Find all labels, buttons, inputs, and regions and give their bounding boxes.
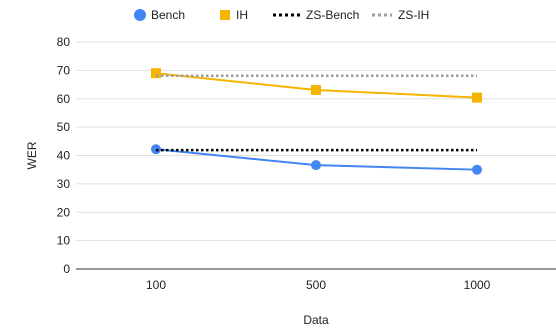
legend-item: ZS-IH <box>372 8 429 22</box>
series-group <box>151 68 482 175</box>
y-tick-label: 10 <box>57 234 71 248</box>
grid-lines <box>76 41 556 270</box>
legend-marker <box>220 10 230 20</box>
data-point <box>311 160 321 171</box>
x-tick-label: 500 <box>306 278 326 292</box>
legend-label: ZS-IH <box>398 8 429 22</box>
x-axis-ticks: 100 500 1000 <box>146 278 491 292</box>
y-tick-label: 60 <box>57 92 71 106</box>
series-bench <box>151 144 482 175</box>
y-tick-label: 30 <box>57 177 71 191</box>
y-tick-label: 20 <box>57 205 71 219</box>
y-tick-label: 70 <box>57 63 71 77</box>
x-tick-label: 100 <box>146 278 166 292</box>
chart-legend: Bench IH ZS-Bench ZS-IH <box>134 8 429 22</box>
legend-label: ZS-Bench <box>306 8 359 22</box>
y-tick-label: 50 <box>57 120 71 134</box>
y-tick-label: 80 <box>57 35 71 49</box>
y-tick-label: 40 <box>57 149 71 163</box>
series-ih <box>151 68 482 103</box>
y-tick-label: 0 <box>63 262 70 276</box>
y-axis-ticks: 0 10 20 30 40 50 60 70 80 <box>57 35 71 276</box>
data-point <box>311 84 321 95</box>
legend-item: Bench <box>134 8 185 22</box>
legend-marker <box>134 9 146 21</box>
legend-item: IH <box>220 8 248 22</box>
legend-label: Bench <box>151 8 185 22</box>
legend-item: ZS-Bench <box>273 8 359 22</box>
y-axis-title: WER <box>25 141 39 169</box>
x-axis-title: Data <box>303 313 329 327</box>
data-point <box>151 68 161 79</box>
data-point <box>472 92 482 103</box>
data-point <box>472 164 482 175</box>
x-tick-label: 1000 <box>464 278 491 292</box>
legend-label: IH <box>236 8 248 22</box>
